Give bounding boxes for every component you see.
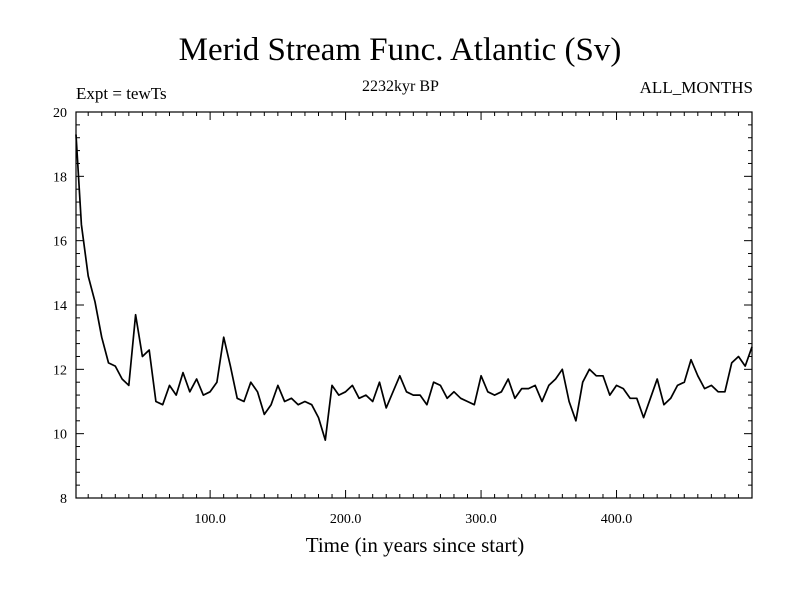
x-tick-label: 400.0 bbox=[601, 512, 633, 527]
chart-subtitle: 2232kyr BP bbox=[362, 78, 439, 95]
x-axis-label: Time (in years since start) bbox=[305, 533, 525, 557]
y-tick-label: 18 bbox=[53, 170, 67, 185]
x-tick-label: 100.0 bbox=[194, 512, 226, 527]
y-tick-label: 8 bbox=[60, 492, 67, 507]
x-axis: 100.0 200.0 300.0 400.0 bbox=[87, 112, 739, 527]
y-tick-label: 12 bbox=[53, 363, 67, 378]
y-axis: 8 10 12 14 16 18 20 bbox=[53, 106, 752, 507]
x-tick-label: 300.0 bbox=[465, 512, 497, 527]
chart-title: Merid Stream Func. Atlantic (Sv) bbox=[178, 32, 622, 68]
series-line bbox=[75, 134, 753, 441]
y-tick-label: 16 bbox=[53, 235, 67, 250]
y-tick-label: 20 bbox=[53, 106, 67, 121]
x-tick-label: 200.0 bbox=[330, 512, 362, 527]
plot-frame bbox=[75, 111, 753, 499]
season-label: ALL_MONTHS bbox=[639, 78, 753, 97]
y-tick-label: 14 bbox=[53, 299, 67, 314]
y-tick-label: 10 bbox=[53, 428, 67, 443]
experiment-label: Expt = tewTs bbox=[76, 84, 167, 103]
